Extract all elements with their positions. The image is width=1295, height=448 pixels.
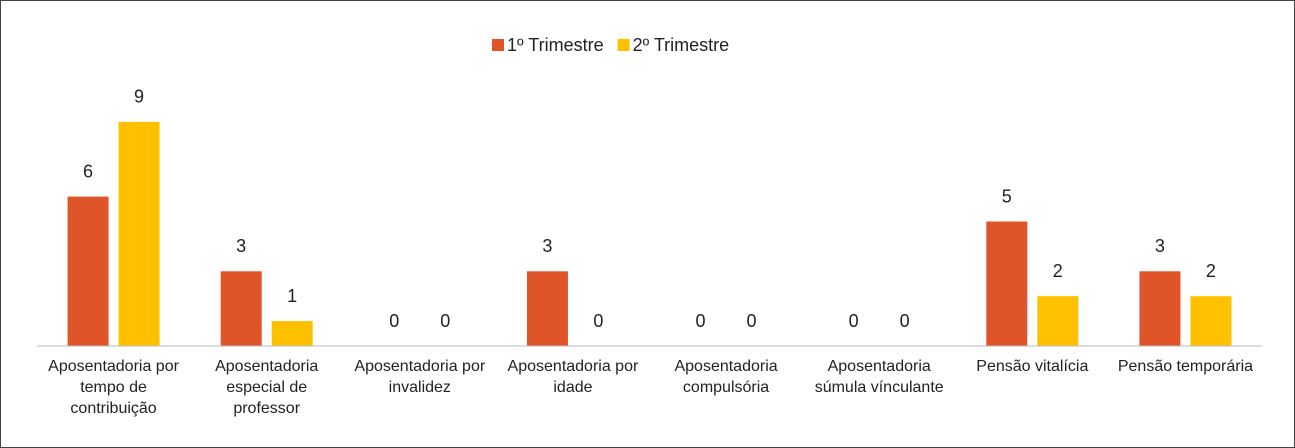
bar	[67, 196, 109, 346]
data-label: 2	[1053, 261, 1063, 281]
bar	[986, 221, 1028, 346]
data-label: 0	[747, 311, 757, 331]
data-label: 5	[1002, 186, 1012, 206]
data-label: 0	[696, 311, 706, 331]
data-label: 0	[849, 311, 859, 331]
x-tick-label: Aposentadoria por invalidez	[354, 358, 486, 396]
legend-label: 2º Trimestre	[633, 35, 730, 55]
x-tick-label: Aposentadoria por tempo de contribuição	[48, 358, 179, 417]
data-label: 3	[1155, 236, 1165, 256]
legend-swatch	[492, 39, 504, 51]
x-tick-label: Pensão temporária	[1117, 358, 1254, 375]
x-tick-label: Aposentadoria compulsória	[674, 358, 778, 396]
bar	[1037, 296, 1079, 346]
data-label: 2	[1206, 261, 1216, 281]
data-label: 1	[287, 286, 297, 306]
data-label: 0	[593, 311, 603, 331]
x-tick-label: Aposentadoria por idade	[507, 358, 639, 396]
data-label: 3	[542, 236, 552, 256]
data-label: 0	[389, 311, 399, 331]
x-tick-label: Aposentadoria especial de professor	[215, 358, 319, 417]
x-tick-label: Pensão vitalícia	[976, 358, 1089, 375]
data-label: 9	[134, 87, 144, 107]
bar	[1190, 296, 1232, 346]
bar	[271, 321, 313, 346]
x-tick-label: Aposentadoria súmula vínculante	[814, 358, 944, 396]
bar	[1139, 271, 1181, 346]
legend-swatch	[617, 39, 630, 51]
bar	[526, 271, 568, 346]
bar	[220, 271, 262, 346]
data-label: 3	[236, 236, 246, 256]
data-label: 0	[900, 311, 910, 331]
bar	[118, 121, 160, 347]
data-label: 6	[83, 161, 93, 181]
legend-label: 1º Trimestre	[507, 35, 604, 55]
data-label: 0	[440, 311, 450, 331]
